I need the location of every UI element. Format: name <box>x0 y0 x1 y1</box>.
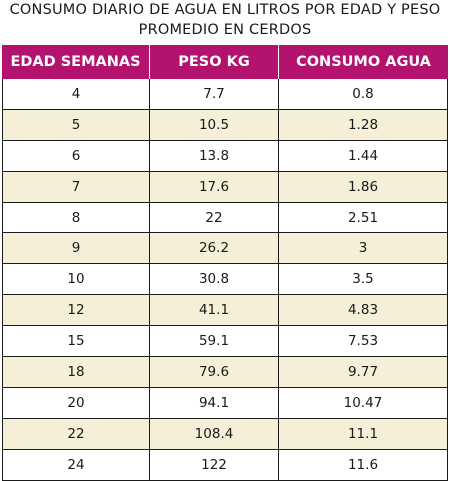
cell-peso: 10.5 <box>150 109 279 140</box>
cell-consumo: 11.1 <box>279 418 448 449</box>
cell-consumo: 1.28 <box>279 109 448 140</box>
cell-edad: 8 <box>2 202 150 233</box>
cell-peso: 94.1 <box>150 387 279 418</box>
cell-consumo: 3 <box>279 233 448 264</box>
cell-consumo: 0.8 <box>279 79 448 109</box>
cell-consumo: 1.44 <box>279 140 448 171</box>
cell-consumo: 11.6 <box>279 449 448 480</box>
cell-peso: 79.6 <box>150 357 279 387</box>
cell-edad: 20 <box>2 387 150 418</box>
table-row: 8 22 2.51 <box>2 202 448 234</box>
cell-edad: 7 <box>2 171 150 202</box>
title-line-1: CONSUMO DIARIO DE AGUA EN LITROS POR EDA… <box>9 2 441 18</box>
table-row: 18 79.6 9.77 <box>2 357 448 388</box>
table-body: 4 7.7 0.8 5 10.5 1.28 6 13.8 1.44 7 17.6 1.86 8 22 2.5… <box>2 79 448 481</box>
table-row: 9 26.2 3 <box>2 233 448 265</box>
cell-peso: 13.8 <box>150 140 279 171</box>
cell-peso: 59.1 <box>150 326 279 357</box>
header-edad: EDAD SEMANAS <box>2 45 150 79</box>
table-row: 12 41.1 4.83 <box>2 295 448 327</box>
cell-consumo: 10.47 <box>279 387 448 418</box>
cell-edad: 4 <box>2 79 150 109</box>
header-consumo: CONSUMO AGUA <box>296 54 431 70</box>
cell-peso: 26.2 <box>150 233 279 264</box>
cell-edad: 15 <box>2 326 150 357</box>
cell-peso: 122 <box>150 449 279 480</box>
table-row: 5 10.5 1.28 <box>2 109 448 141</box>
cell-peso: 7.7 <box>150 79 279 109</box>
cell-consumo: 4.83 <box>279 295 448 326</box>
cell-peso: 22 <box>150 202 279 233</box>
cell-edad: 12 <box>2 295 150 326</box>
cell-edad: 22 <box>2 418 150 449</box>
table-row: 22 108.4 11.1 <box>2 418 448 450</box>
cell-edad: 24 <box>2 449 150 480</box>
table-row: 10 30.8 3.5 <box>2 264 448 296</box>
cell-edad: 5 <box>2 109 150 140</box>
title-line-2: PROMEDIO EN CERDOS <box>138 22 312 38</box>
table-row: 24 122 11.6 <box>2 449 448 481</box>
table-row: 7 17.6 1.86 <box>2 171 448 203</box>
cell-edad: 6 <box>2 140 150 171</box>
table-row: 15 59.1 7.53 <box>2 326 448 358</box>
cell-consumo: 9.77 <box>279 357 448 387</box>
header-peso: PESO KG <box>150 45 279 79</box>
cell-edad: 10 <box>2 264 150 295</box>
table-row: 4 7.7 0.8 <box>2 79 448 110</box>
cell-peso: 108.4 <box>150 418 279 449</box>
cell-edad: 18 <box>2 357 150 387</box>
table-row: 6 13.8 1.44 <box>2 140 448 172</box>
cell-consumo: 1.86 <box>279 171 448 202</box>
water-consumption-table: EDAD SEMANAS PESO KG CONSUMO AGUA 4 7.7 0.… <box>2 45 448 481</box>
cell-consumo: 7.53 <box>279 326 448 357</box>
table-title: CONSUMO DIARIO DE AGUA EN LITROS POR EDA… <box>0 0 450 40</box>
cell-peso: 41.1 <box>150 295 279 326</box>
cell-peso: 17.6 <box>150 171 279 202</box>
cell-edad: 9 <box>2 233 150 264</box>
table-row: 20 94.1 10.47 <box>2 387 448 419</box>
cell-peso: 30.8 <box>150 264 279 295</box>
cell-consumo: 3.5 <box>279 264 448 295</box>
cell-consumo: 2.51 <box>279 202 448 233</box>
table-header: EDAD SEMANAS PESO KG CONSUMO AGUA <box>2 45 448 79</box>
